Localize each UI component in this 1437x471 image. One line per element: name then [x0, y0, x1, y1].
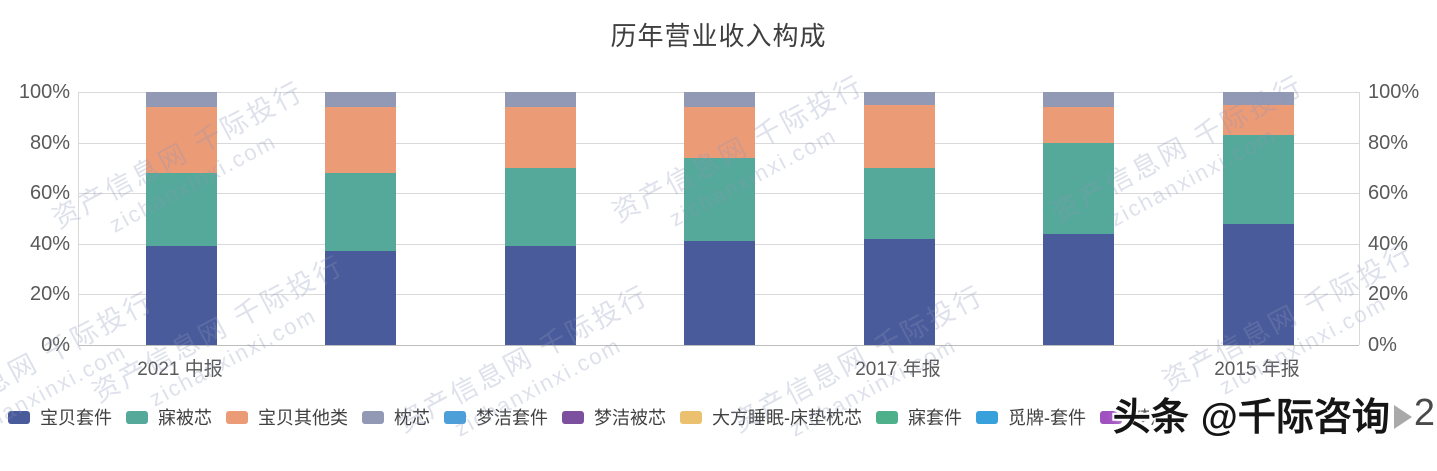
x-tick-label: 2017 年报	[855, 359, 941, 380]
y-tick-label-left-20: 20%	[29, 283, 70, 306]
legend-label: 梦洁	[1132, 408, 1168, 428]
legend-label: 宝贝套件	[40, 408, 112, 428]
legend: 宝贝套件 寐被芯 宝贝其他类 枕芯 梦洁套件 梦洁被芯 大方睡眠-床垫枕芯 寐套件 觅牌-套件 梦…	[8, 404, 1168, 430]
bar-segment-寐被芯	[1222, 135, 1294, 224]
legend-item-宝贝其他类: 宝贝其他类	[226, 404, 348, 430]
y-tick-label-right-100: 100%	[1368, 81, 1420, 103]
x-tick-label: 2015 年报	[1214, 359, 1300, 380]
bar-segment-寐被芯	[504, 167, 576, 247]
bar-segment-宝贝套件	[145, 246, 217, 345]
bar-segment-宝贝套件	[1222, 223, 1294, 345]
bar-segment-寐被芯	[863, 167, 935, 239]
y-tick-label-right-60: 60%	[1368, 182, 1409, 205]
bar-segment-寐被芯	[684, 157, 755, 242]
legend-item-寐被芯: 寐被芯	[126, 404, 212, 430]
bar-segment-枕芯	[325, 92, 396, 108]
bar-segment-枕芯	[1043, 92, 1114, 108]
bar-segment-枕芯	[145, 92, 217, 108]
stacked-bar-6	[1043, 92, 1114, 345]
legend-label: 寐套件	[908, 408, 962, 428]
stacked-bar-3	[504, 92, 576, 345]
legend-swatch-icon	[362, 410, 384, 424]
legend-item-梦洁套件: 梦洁套件	[444, 404, 548, 430]
bar-segment-枕芯	[1222, 92, 1294, 105]
y-tick-label-left-80: 80%	[29, 131, 70, 154]
y-tick-label-left-60: 60%	[29, 182, 70, 205]
legend-swatch-icon	[976, 410, 998, 424]
toutiao-brand-text: 头条	[1112, 397, 1189, 439]
y-tick-label-left-100: 100%	[18, 81, 70, 103]
bar-segment-宝贝其他类	[145, 107, 217, 173]
chart-title: 历年营业收入构成	[610, 21, 827, 51]
legend-label: 寐被芯	[158, 408, 212, 428]
bar-segment-宝贝其他类	[504, 107, 576, 168]
x-tick-label: 2021 中报	[137, 359, 223, 380]
plot-area	[78, 92, 1360, 346]
legend-swatch-icon	[126, 410, 148, 424]
legend-label: 宝贝其他类	[258, 408, 348, 428]
legend-label: 梦洁被芯	[594, 408, 666, 428]
gridline-0	[79, 345, 1359, 346]
bar-segment-寐被芯	[145, 172, 217, 247]
bar-segment-枕芯	[863, 92, 935, 105]
bar-segment-宝贝其他类	[325, 107, 396, 173]
stacked-bar-1	[145, 92, 217, 345]
legend-label: 大方睡眠-床垫枕芯	[712, 408, 862, 428]
legend-item-宝贝套件: 宝贝套件	[8, 404, 112, 430]
y-tick-label-right-40: 40%	[1368, 232, 1409, 255]
y-tick-label-right-80: 80%	[1368, 131, 1409, 154]
stacked-bar-5	[863, 92, 935, 345]
bar-segment-宝贝其他类	[863, 104, 935, 168]
legend-label: 觅牌-套件	[1008, 408, 1086, 428]
y-tick-label-right-20: 20%	[1368, 283, 1409, 306]
legend-label: 梦洁套件	[476, 408, 548, 428]
legend-item-枕芯: 枕芯	[362, 404, 430, 430]
legend-swatch-icon	[226, 410, 248, 424]
stacked-bar-2	[325, 92, 396, 345]
legend-item-寐套件: 寐套件	[876, 404, 962, 430]
stacked-bar-4	[684, 92, 755, 345]
y-tick-label-left-0: 0%	[41, 334, 70, 356]
legend-swatch-icon	[680, 410, 702, 424]
y-tick-label-left-40: 40%	[29, 232, 70, 255]
legend-label: 枕芯	[394, 408, 430, 428]
legend-item-大方睡眠-床垫枕芯: 大方睡眠-床垫枕芯	[680, 404, 862, 430]
bar-segment-枕芯	[684, 92, 755, 108]
bar-segment-宝贝套件	[325, 251, 396, 345]
bar-segment-宝贝套件	[1043, 233, 1114, 345]
legend-swatch-icon	[562, 410, 584, 424]
bar-segment-寐被芯	[325, 172, 396, 252]
play-triangle-icon	[1393, 404, 1412, 429]
bar-segment-宝贝套件	[504, 246, 576, 345]
legend-swatch-icon	[876, 410, 898, 424]
bar-segment-宝贝套件	[863, 238, 935, 345]
legend-item-觅牌-套件: 觅牌-套件	[976, 404, 1086, 430]
toutiao-watermark: 头条 @千际咨询 2	[1113, 386, 1435, 441]
legend-swatch-icon	[1100, 410, 1122, 424]
legend-swatch-icon	[8, 410, 30, 424]
y-tick-label-right-0: 0%	[1368, 334, 1397, 356]
bar-segment-枕芯	[504, 92, 576, 108]
bar-segment-宝贝套件	[684, 241, 755, 345]
legend-item-梦洁被芯: 梦洁被芯	[562, 404, 666, 430]
overlay-suffix-text: 2	[1413, 392, 1435, 434]
stacked-bar-7	[1222, 92, 1294, 345]
bar-segment-宝贝其他类	[1222, 104, 1294, 136]
toutiao-handle-text: @千际咨询	[1200, 397, 1390, 439]
legend-swatch-icon	[444, 410, 466, 424]
bar-segment-宝贝其他类	[1043, 107, 1114, 143]
legend-item-梦洁: 梦洁	[1100, 404, 1168, 430]
bar-segment-宝贝其他类	[684, 107, 755, 158]
bar-segment-寐被芯	[1043, 142, 1114, 234]
